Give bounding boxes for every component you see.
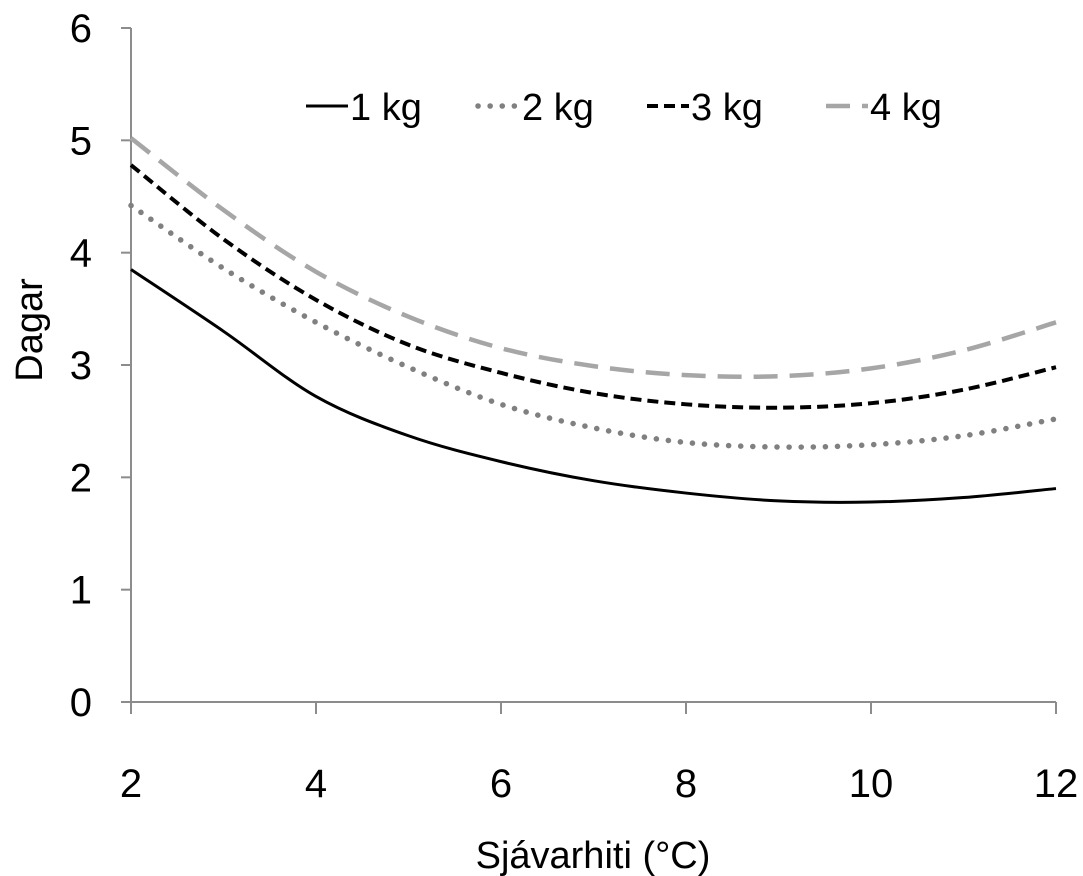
x-tick-label: 10 <box>849 762 894 806</box>
y-tick-label: 4 <box>70 232 92 276</box>
y-tick-label: 0 <box>70 681 92 725</box>
legend: 1 kg 2 kg 3 kg 4 kg <box>306 87 942 129</box>
y-tick-label: 1 <box>70 569 92 613</box>
y-tick-label: 2 <box>70 456 92 500</box>
y-tick-label: 3 <box>70 344 92 388</box>
x-tick-label: 6 <box>490 762 512 806</box>
x-tick-label: 12 <box>1034 762 1079 806</box>
x-axis-title: Sjávarhiti (°C) <box>476 835 711 876</box>
legend-label-4: 4 kg <box>870 87 942 129</box>
x-ticks: 2 4 6 8 10 12 <box>120 702 1078 806</box>
series-line-1 <box>130 268 1057 504</box>
series-line-4 <box>129 136 1057 380</box>
y-axis-title: Dagar <box>9 278 51 382</box>
series-layer <box>128 136 1059 504</box>
legend-label-3: 3 kg <box>691 87 763 129</box>
legend-label-1: 1 kg <box>350 87 422 129</box>
y-ticks: 0 1 2 3 4 5 6 <box>70 7 131 725</box>
x-tick-label: 4 <box>305 762 327 806</box>
series-line-2 <box>128 202 1059 450</box>
y-tick-label: 6 <box>70 7 92 51</box>
series-line-3 <box>129 163 1057 410</box>
x-tick-label: 8 <box>675 762 697 806</box>
x-tick-label: 2 <box>120 762 142 806</box>
y-tick-label: 5 <box>70 119 92 163</box>
legend-label-2: 2 kg <box>522 87 594 129</box>
